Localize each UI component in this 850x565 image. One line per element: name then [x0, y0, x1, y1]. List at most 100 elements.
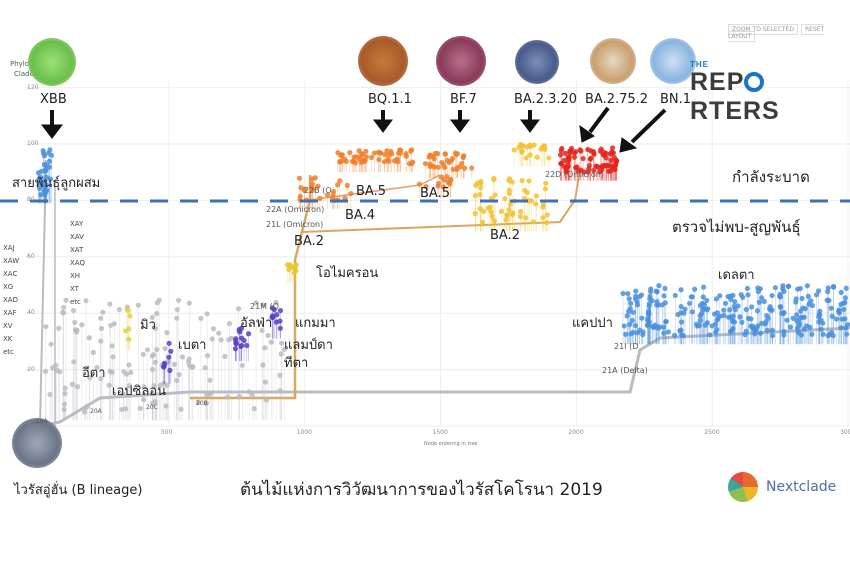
ba2752-bn1-node — [581, 169, 587, 175]
gray-early-node — [210, 326, 217, 332]
delta-node — [794, 312, 800, 318]
clade-19a: 19A — [36, 418, 48, 425]
delta-node — [739, 319, 745, 325]
gray-early-node — [150, 400, 156, 406]
ba2-node — [517, 213, 523, 220]
ba2-node — [478, 178, 484, 184]
bf7-node — [458, 160, 465, 167]
ba2-node — [543, 180, 549, 186]
gray-early-node — [86, 335, 92, 341]
delta-node — [844, 331, 850, 337]
omicron-ba1-node — [289, 264, 295, 270]
gray-early-node — [173, 377, 180, 384]
delta-node — [805, 293, 811, 299]
gray-early-node — [273, 299, 279, 306]
bq11-node — [384, 148, 390, 154]
gray-early-node — [164, 330, 170, 336]
gray-early-node — [176, 372, 182, 378]
gray-early-node — [63, 297, 69, 303]
gray-early-node — [236, 393, 242, 400]
beta-label: เบตา — [178, 338, 207, 353]
xbb-node — [35, 170, 42, 176]
gray-early-node — [154, 346, 160, 353]
the-reporters-logo: THE REPRTERS — [690, 60, 850, 126]
ba2-node — [519, 177, 525, 184]
delta-node — [697, 303, 703, 309]
ba2-node — [480, 219, 486, 225]
ba5-low-node — [337, 178, 343, 184]
omicron-branch — [190, 175, 312, 400]
delta-node — [727, 328, 734, 335]
ba2320-node — [511, 147, 517, 153]
recombinant-item: XV — [3, 322, 13, 330]
delta-node — [704, 297, 710, 304]
delta-node — [759, 295, 765, 301]
delta-node — [697, 313, 703, 319]
clade-20c: 20C — [146, 404, 158, 411]
gray-early-node — [48, 341, 54, 347]
x-tick-label: 1000 — [296, 429, 312, 436]
ba4-label: BA.4 — [345, 208, 375, 223]
delta-node — [647, 293, 653, 300]
delta-node — [745, 292, 751, 298]
delta-node — [816, 314, 822, 320]
xbb-node — [47, 158, 53, 164]
gray-early-node — [60, 304, 67, 311]
bn1-arrowhead — [619, 137, 638, 153]
gray-early-node — [135, 302, 141, 308]
xbb-node — [37, 178, 43, 184]
gray-early-node — [149, 314, 155, 320]
ba2-node — [540, 204, 546, 210]
gray-early-node — [203, 400, 210, 406]
gray-early-node — [253, 300, 259, 306]
recombinant-item: XAQ — [70, 259, 85, 267]
gray-early-node — [178, 406, 184, 412]
gray-early-node — [186, 300, 192, 306]
ba2-node — [523, 215, 529, 221]
ba2752-bn1-node — [610, 150, 616, 156]
delta-node — [749, 304, 755, 310]
delta-node — [802, 306, 808, 312]
delta-node — [781, 310, 787, 316]
x-tick-label: 2000 — [568, 429, 584, 436]
delta-node — [640, 329, 646, 335]
beta-node — [166, 354, 172, 360]
gray-early-node — [259, 327, 265, 334]
y-tick-label: 100 — [27, 140, 39, 147]
ba2-node — [506, 190, 513, 196]
delta-node — [807, 324, 813, 330]
alpha-label: อัลฟ่า — [240, 316, 273, 331]
gray-early-node — [109, 343, 115, 349]
gray-early-node — [120, 391, 126, 397]
zone-extinct-label: ตรวจไม่พบ-สูญพันธุ์ — [672, 218, 801, 236]
xbb-node — [41, 153, 48, 159]
xbb-label: XBB — [40, 92, 67, 107]
ba2-node — [544, 220, 550, 226]
zoom-to-selected-button[interactable]: ZOOM TO SELECTED — [728, 24, 798, 35]
alpha-node — [238, 343, 244, 349]
xbb-node — [40, 148, 46, 154]
gray-early-node — [204, 353, 211, 359]
gray-early-node — [73, 329, 80, 335]
trunk-branch — [39, 326, 850, 428]
delta-node — [799, 295, 805, 302]
bq-virus-image — [358, 36, 408, 86]
x-tick-label: 500 — [160, 429, 173, 436]
delta-node — [646, 310, 652, 317]
ba2-node — [526, 178, 532, 184]
recombinant-label: สายพันธุ์ลูกผสม — [12, 176, 101, 191]
delta-node — [825, 285, 831, 291]
bf7-node — [435, 151, 441, 157]
delta-node — [755, 285, 761, 291]
reset-layout-button[interactable]: RESET LAYOUT — [728, 24, 825, 42]
delta-node — [829, 313, 835, 319]
ba5-low-node — [324, 192, 331, 198]
delta-node — [727, 307, 733, 313]
gray-early-node — [119, 406, 125, 413]
gray-early-node — [61, 406, 67, 413]
ba2320-node — [523, 155, 529, 161]
delta-node — [839, 316, 845, 322]
gray-early-node — [141, 384, 147, 390]
xbb-node — [38, 192, 44, 198]
delta-node — [794, 325, 801, 331]
